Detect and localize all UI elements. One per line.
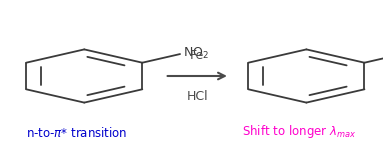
Text: Fe: Fe [190,49,205,62]
Text: Shift to longer $\lambda_{max}$: Shift to longer $\lambda_{max}$ [242,123,356,140]
Text: HCl: HCl [187,90,208,103]
Text: n-to-$\pi$* transition: n-to-$\pi$* transition [26,126,127,140]
Text: NO$_2$: NO$_2$ [183,46,209,61]
